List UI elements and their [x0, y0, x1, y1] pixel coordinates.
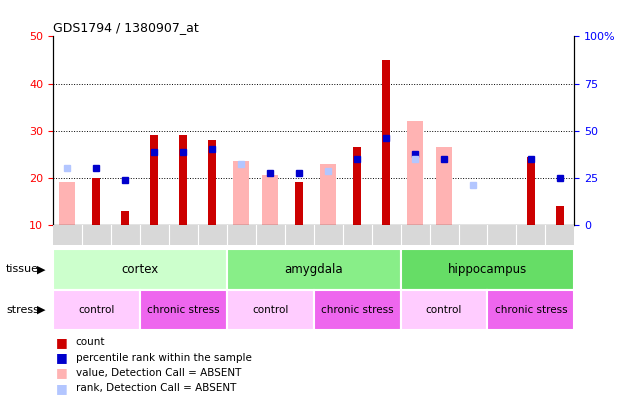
Text: ▶: ▶: [37, 305, 46, 315]
Text: GDS1794 / 1380907_at: GDS1794 / 1380907_at: [53, 21, 199, 34]
Bar: [92, 178, 101, 225]
Bar: [314, 290, 401, 330]
Text: stress: stress: [6, 305, 39, 315]
Bar: [53, 290, 140, 330]
Text: cortex: cortex: [121, 263, 158, 276]
Text: chronic stress: chronic stress: [321, 305, 393, 315]
Bar: [208, 140, 216, 225]
Bar: [227, 249, 401, 290]
Text: chronic stress: chronic stress: [495, 305, 567, 315]
Bar: [353, 147, 361, 225]
Text: ■: ■: [56, 367, 68, 379]
Bar: [60, 182, 75, 225]
Text: chronic stress: chronic stress: [147, 305, 219, 315]
Bar: [436, 147, 452, 225]
Text: ▶: ▶: [37, 264, 46, 274]
Bar: [382, 60, 390, 225]
Bar: [295, 182, 303, 225]
Bar: [401, 249, 574, 290]
Text: hippocampus: hippocampus: [448, 263, 527, 276]
Bar: [556, 206, 564, 225]
Text: control: control: [252, 305, 288, 315]
Bar: [179, 135, 188, 225]
Bar: [121, 211, 129, 225]
Bar: [53, 249, 227, 290]
Text: control: control: [426, 305, 462, 315]
Text: amygdala: amygdala: [284, 263, 343, 276]
Bar: [140, 290, 227, 330]
Text: value, Detection Call = ABSENT: value, Detection Call = ABSENT: [76, 368, 241, 378]
Text: ■: ■: [56, 382, 68, 395]
Text: ■: ■: [56, 336, 68, 349]
Bar: [401, 290, 487, 330]
Bar: [233, 161, 249, 225]
Text: control: control: [78, 305, 114, 315]
Bar: [527, 156, 535, 225]
Text: rank, Detection Call = ABSENT: rank, Detection Call = ABSENT: [76, 384, 236, 393]
Text: count: count: [76, 337, 106, 347]
Bar: [407, 121, 423, 225]
Text: percentile rank within the sample: percentile rank within the sample: [76, 353, 252, 362]
Bar: [227, 290, 314, 330]
Bar: [262, 175, 278, 225]
Bar: [487, 290, 574, 330]
Text: ■: ■: [56, 351, 68, 364]
Bar: [320, 164, 336, 225]
Bar: [150, 135, 158, 225]
Text: tissue: tissue: [6, 264, 39, 274]
